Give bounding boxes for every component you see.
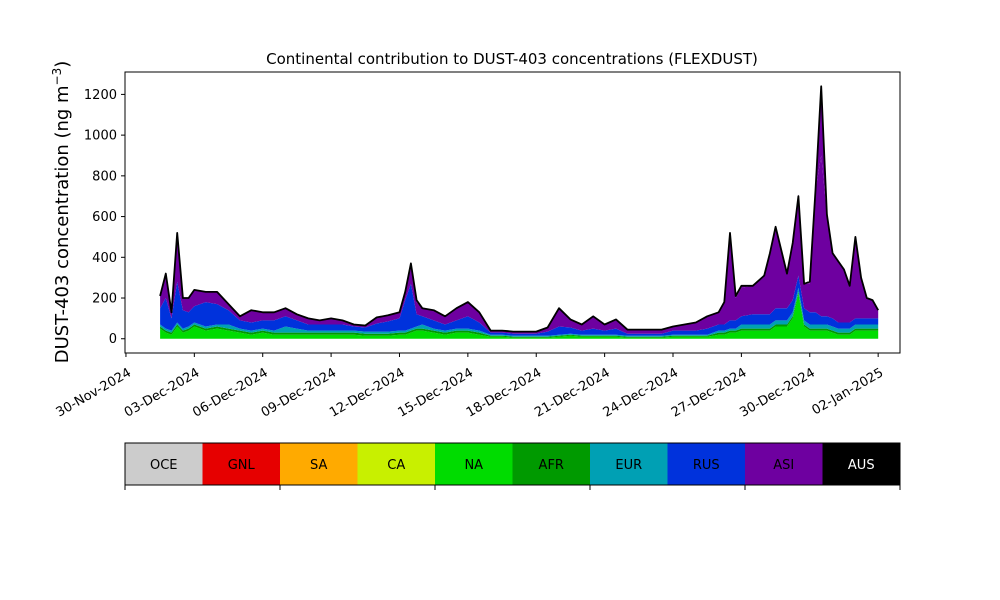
plot-frame [124, 71, 901, 354]
area-na [160, 293, 879, 339]
legend-label-eur: EUR [615, 458, 642, 473]
legend-swatch-afr [512, 443, 590, 485]
y-tick-label: 800 [92, 169, 117, 184]
y-axis-label-main: DUST-403 concentration (ng m [52, 85, 73, 363]
stacked-areas [160, 86, 879, 339]
legend-label-ca: CA [387, 458, 405, 473]
y-tick-label: 0 [109, 332, 117, 347]
x-tick-label: 09-Dec-2024 [259, 365, 339, 420]
x-axis: 30-Nov-202403-Dec-202406-Dec-202409-Dec-… [54, 353, 886, 421]
legend-swatch-eur [590, 443, 668, 485]
x-tick-label: 24-Dec-2024 [601, 365, 681, 420]
legend-frame [124, 442, 901, 486]
legend-colorbar: OCE GNL SA CA NA AFR EUR RUS ASI AUS [124, 442, 901, 490]
x-tick-label: 12-Dec-2024 [327, 365, 407, 420]
x-tick-label: 30-Nov-2024 [54, 365, 134, 420]
x-tick-label: 18-Dec-2024 [464, 365, 544, 420]
y-tick-label: 1200 [84, 88, 117, 103]
legend-swatch-sa [280, 443, 358, 485]
y-tick-label: 1000 [84, 129, 117, 144]
chart-title: Continental contribution to DUST-403 con… [266, 50, 758, 68]
y-axis-label: DUST-403 concentration (ng m−3) [50, 61, 73, 364]
legend-label-sa: SA [310, 458, 327, 473]
total-line [159, 85, 879, 333]
legend-label-gnl: GNL [228, 458, 256, 473]
x-tick-label: 02-Jan-2025 [810, 365, 887, 418]
x-tick-label: 21-Dec-2024 [532, 365, 612, 420]
legend-label-aus: AUS [848, 458, 875, 473]
legend-swatch-gnl [202, 443, 280, 485]
y-axis-label-sup: −3 [50, 68, 64, 86]
y-axis-label-close: ) [52, 61, 73, 68]
x-tick-label: 15-Dec-2024 [395, 365, 475, 420]
x-tick-label: 30-Dec-2024 [737, 365, 817, 420]
y-tick-label: 200 [92, 292, 117, 307]
legend-label-rus: RUS [693, 458, 720, 473]
legend-label-na: NA [464, 458, 483, 473]
total-line-group [159, 85, 879, 333]
legend-swatch-asi [745, 443, 823, 485]
legend-swatch-aus [822, 443, 900, 485]
x-tick-label: 03-Dec-2024 [122, 365, 202, 420]
area-asi [160, 155, 879, 334]
y-axis: 0 200 400 600 800 1000 1200 [84, 88, 125, 347]
legend-swatch-ca [357, 443, 435, 485]
x-tick-label: 27-Dec-2024 [669, 365, 749, 420]
legend-label-asi: ASI [773, 458, 794, 473]
legend-swatch-na [435, 443, 513, 485]
y-tick-label: 600 [92, 210, 117, 225]
legend-swatch-oce [125, 443, 203, 485]
y-tick-label: 400 [92, 251, 117, 266]
legend-swatch-rus [667, 443, 745, 485]
legend-label-afr: AFR [539, 458, 564, 473]
x-tick-label: 06-Dec-2024 [190, 365, 270, 420]
legend-label-oce: OCE [150, 458, 178, 473]
